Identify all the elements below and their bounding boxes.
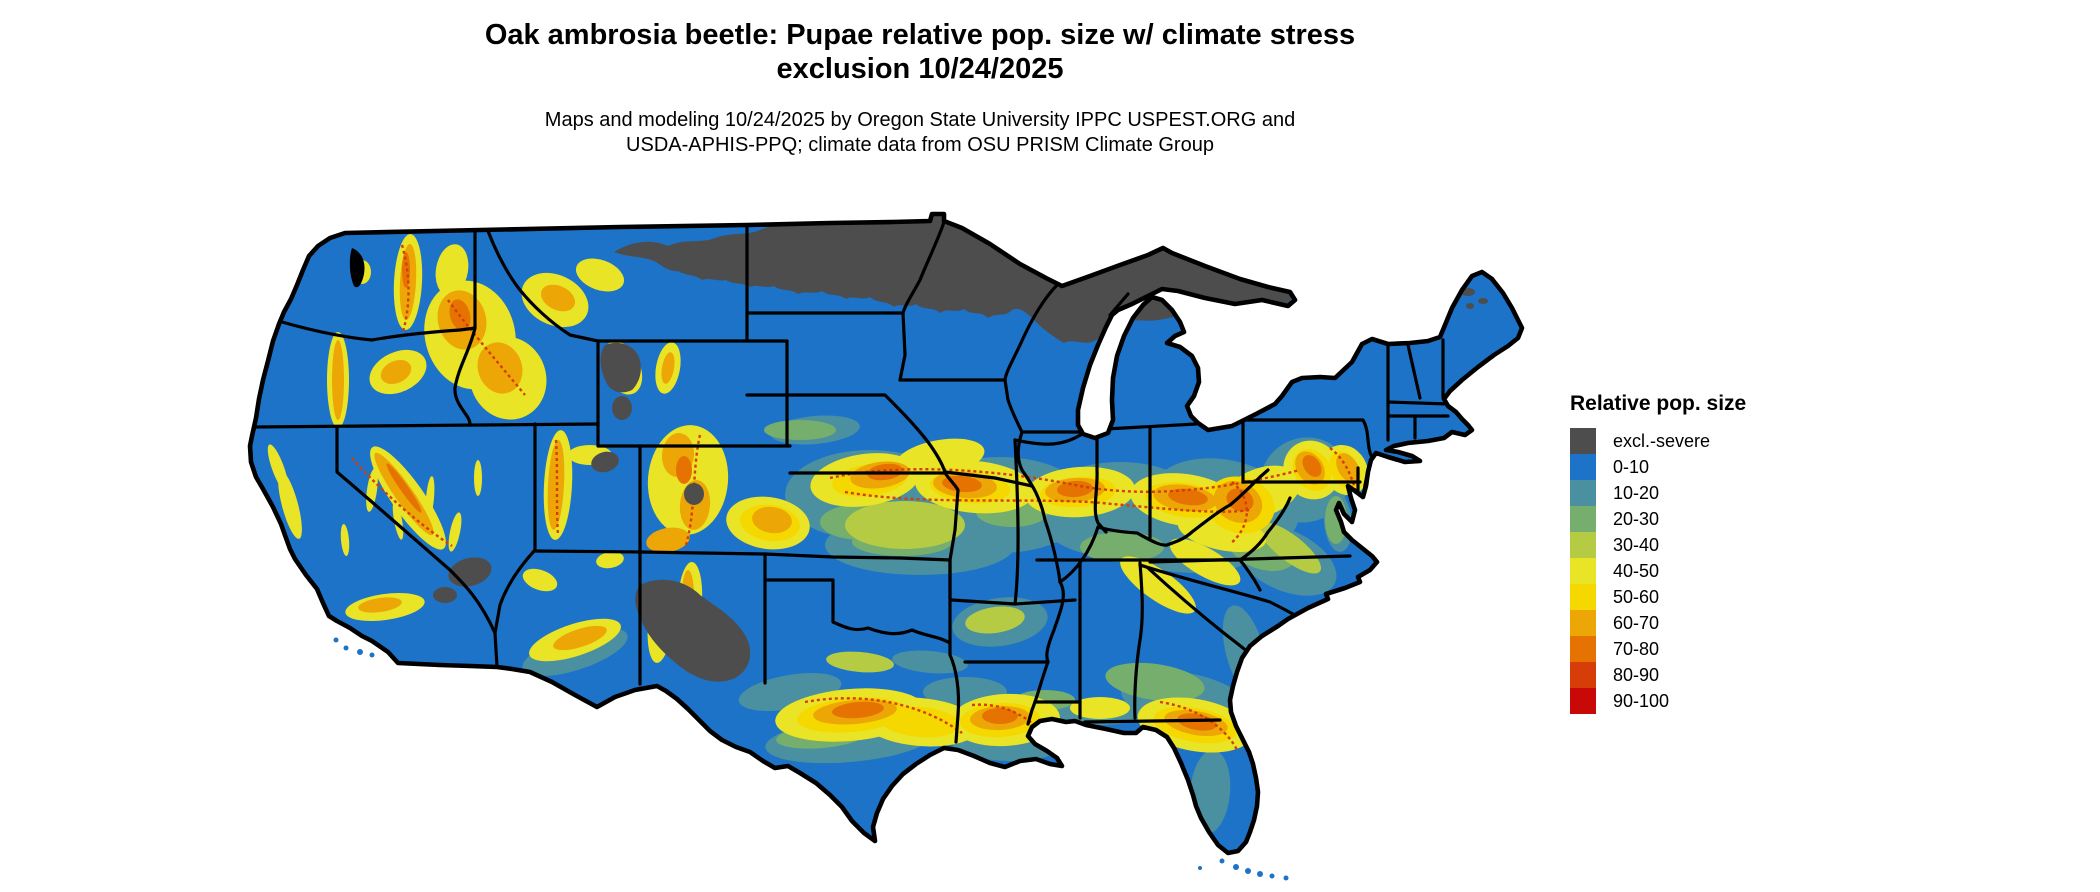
islands: [333, 637, 1289, 881]
legend-swatch: [1570, 636, 1596, 662]
map-subtitle-line1: Maps and modeling 10/24/2025 by Oregon S…: [544, 109, 1296, 131]
legend-label: 40-50: [1613, 560, 1660, 581]
puget-sound: [349, 248, 365, 288]
legend-rows: excl.-severe 0-10 10-20 20-30 30-40 40-5…: [1570, 428, 1746, 714]
legend-label: 30-40: [1613, 534, 1660, 555]
legend-row: 40-50: [1570, 558, 1746, 584]
population-raster-layer: [250, 214, 1488, 834]
legend-row: 70-80: [1570, 636, 1746, 662]
legend: Relative pop. size excl.-severe 0-10 10-…: [1570, 392, 1746, 714]
legend-row: 30-40: [1570, 532, 1746, 558]
legend-swatch: [1570, 584, 1596, 610]
legend-label: 10-20: [1613, 482, 1660, 503]
state-borders: [250, 220, 1450, 744]
legend-label: 20-30: [1613, 508, 1660, 529]
legend-swatch: [1570, 688, 1596, 714]
legend-label: 80-90: [1613, 664, 1660, 685]
legend-label: 90-100: [1613, 690, 1670, 711]
patch-30-40: [826, 501, 1321, 673]
legend-row: 60-70: [1570, 610, 1746, 636]
map-subtitle-line2: USDA-APHIS-PPQ; climate data from OSU PR…: [626, 134, 1214, 156]
legend-row: 50-60: [1570, 584, 1746, 610]
us-map-svg: [247, 211, 1525, 881]
legend-label: 70-80: [1613, 638, 1660, 659]
map-title-line2: exclusion 10/24/2025: [776, 53, 1064, 85]
legend-swatch: [1570, 454, 1596, 480]
map-title-line1: Oak ambrosia beetle: Pupae relative pop.…: [484, 19, 1356, 51]
legend-label: excl.-severe: [1613, 430, 1711, 451]
legend-swatch: [1570, 506, 1596, 532]
legend-swatch: [1570, 558, 1596, 584]
legend-label: 60-70: [1613, 612, 1660, 633]
legend-swatch: [1570, 428, 1596, 454]
legend-label: 0-10: [1613, 456, 1650, 477]
legend-row: 90-100: [1570, 688, 1746, 714]
legend-swatch: [1570, 662, 1596, 688]
legend-title: Relative pop. size: [1570, 392, 1747, 415]
legend-swatch: [1570, 480, 1596, 506]
map-subtitle: Maps and modeling 10/24/2025 by Oregon S…: [320, 108, 1520, 158]
legend-row: excl.-severe: [1570, 428, 1746, 454]
legend-row: 0-10: [1570, 454, 1746, 480]
heading-block: Oak ambrosia beetle: Pupae relative pop.…: [320, 18, 1520, 158]
legend-row: 80-90: [1570, 662, 1746, 688]
legend-swatch: [1570, 610, 1596, 636]
legend-swatch: [1570, 532, 1596, 558]
us-map: [228, 148, 1562, 892]
legend-row: 20-30: [1570, 506, 1746, 532]
legend-row: 10-20: [1570, 480, 1746, 506]
us-outline: [247, 211, 1525, 856]
legend-label: 50-60: [1613, 586, 1660, 607]
